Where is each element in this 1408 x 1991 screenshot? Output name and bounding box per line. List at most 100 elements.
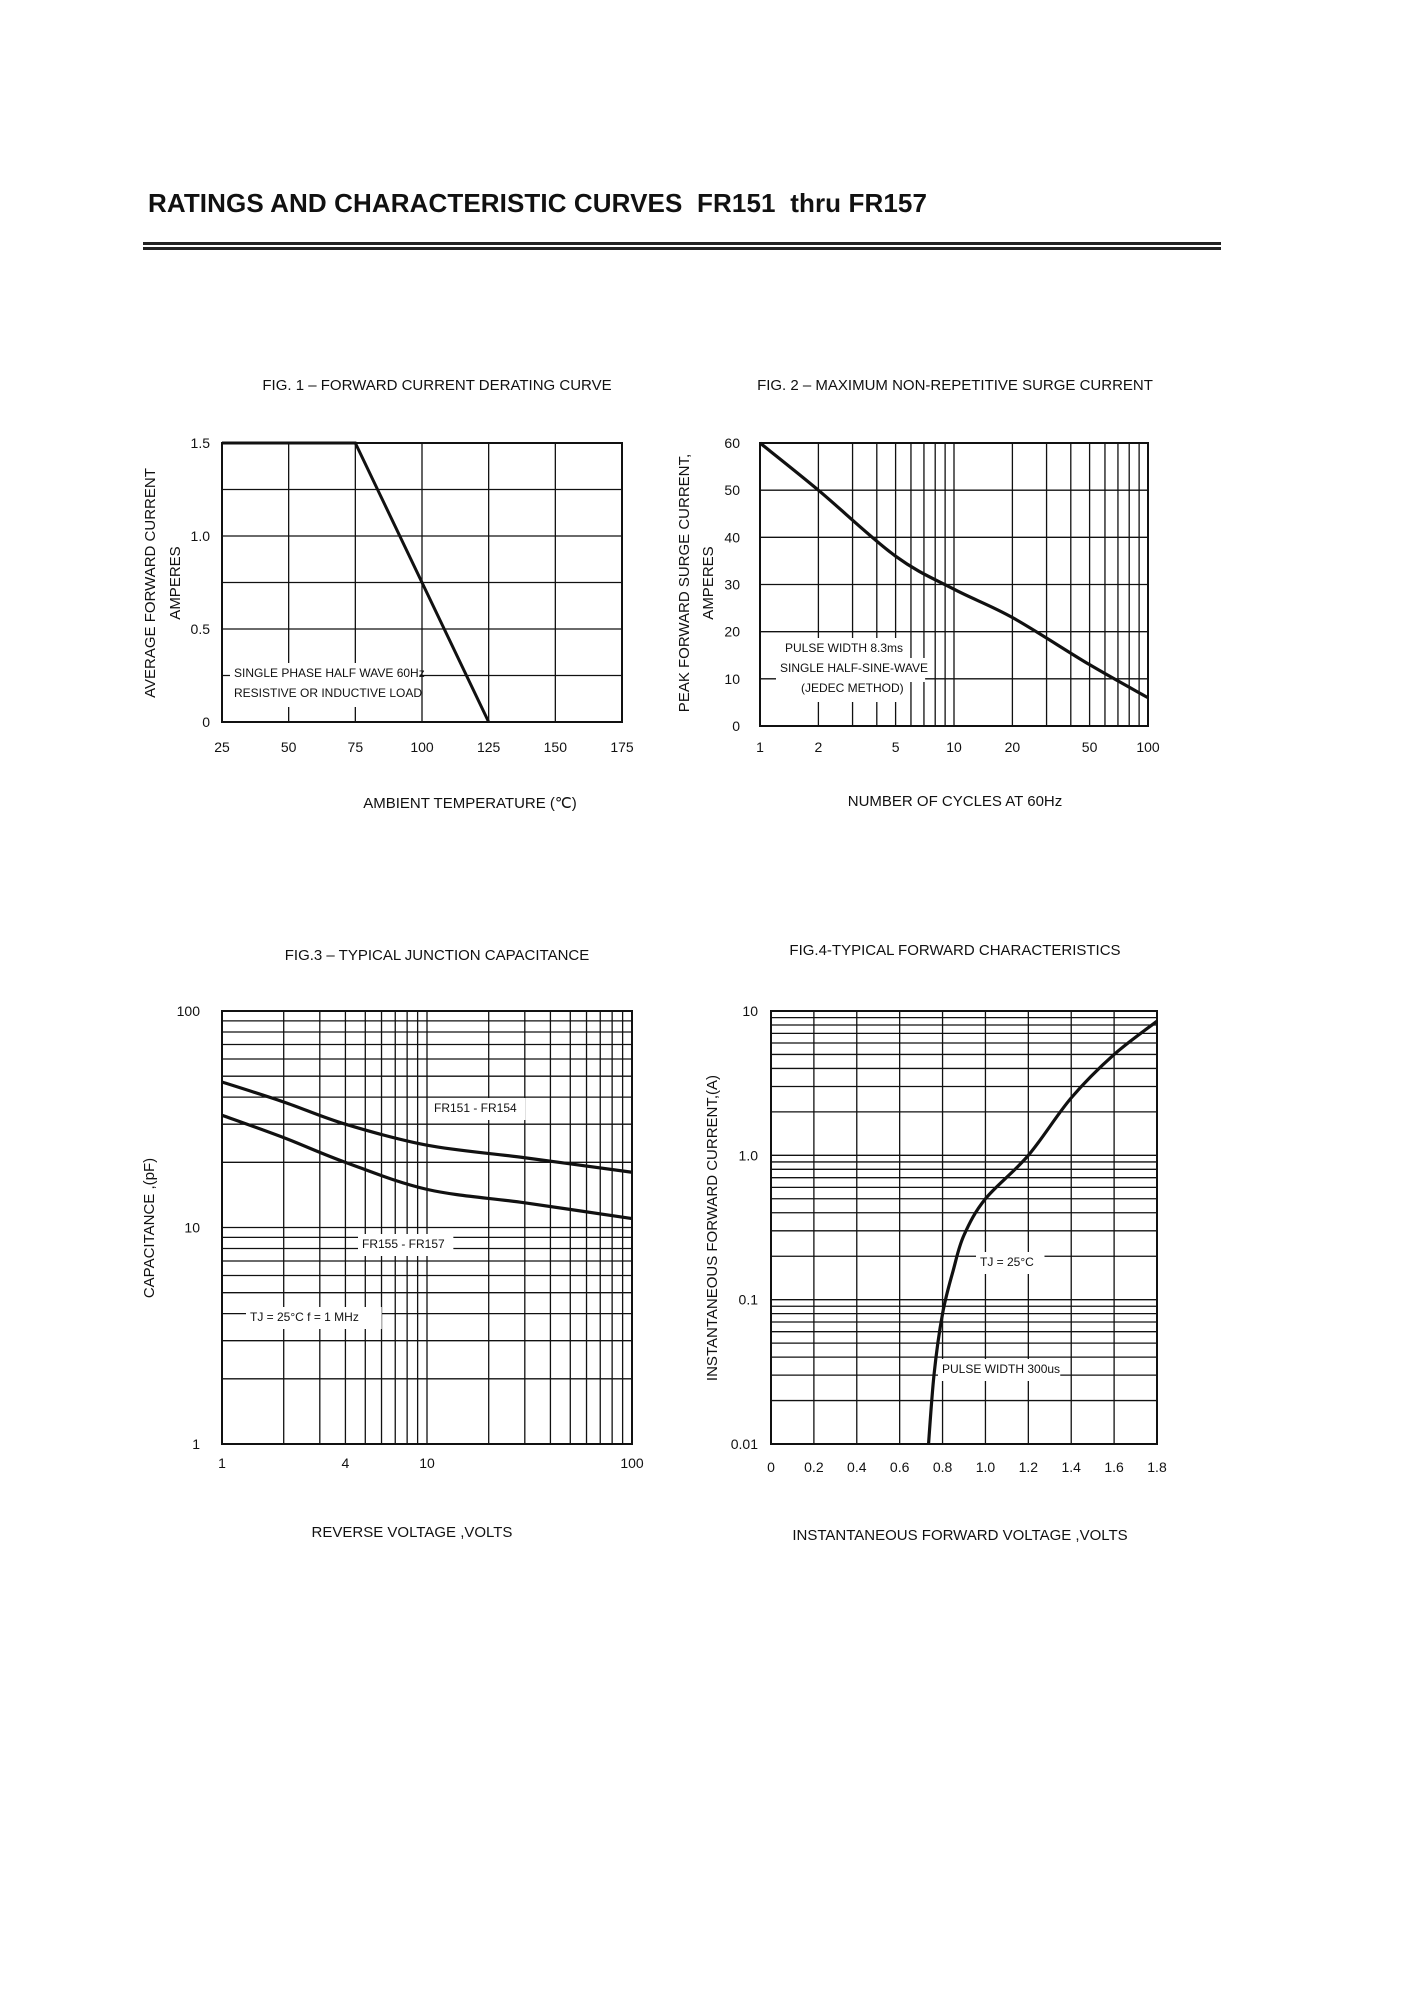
- series-line: [222, 1080, 633, 1174]
- x-tick-label: 0.6: [890, 1459, 910, 1475]
- chart-title: FIG. 1 – FORWARD CURRENT DERATING CURVE: [262, 377, 611, 394]
- grid: [221, 1010, 633, 1445]
- x-tick-label: 10: [946, 739, 962, 755]
- y-tick-label: 20: [724, 624, 740, 640]
- x-tick-label: 75: [348, 739, 364, 755]
- annotation-jedec: (JEDEC METHOD): [797, 678, 904, 702]
- y-tick-label: 100: [177, 1003, 201, 1019]
- chart-title: FIG. 2 – MAXIMUM NON-REPETITIVE SURGE CU…: [757, 377, 1153, 394]
- legend-fr155-fr157-bg: [358, 1234, 454, 1256]
- legend-fr151-fr154-bg: [430, 1098, 526, 1120]
- x-tick-label: 1.2: [1019, 1459, 1039, 1475]
- x-tick-label: 4: [342, 1455, 350, 1471]
- annotation-temp-bg: [976, 1252, 1045, 1274]
- y-tick-label: 10: [724, 671, 740, 687]
- x-tick-label: 25: [214, 739, 230, 755]
- chart-title: FIG.3 – TYPICAL JUNCTION CAPACITANCE: [285, 947, 590, 964]
- y-tick-label: 1.5: [191, 435, 211, 451]
- x-tick-label: 1.0: [976, 1459, 996, 1475]
- annotation-load-line-1: RESISTIVE OR INDUCTIVE LOAD: [234, 686, 422, 700]
- y-tick-label: 1.0: [739, 1147, 759, 1163]
- annotation-conditions: TJ = 25°C f = 1 MHz: [246, 1307, 382, 1329]
- series-line: [222, 1113, 633, 1221]
- y-tick-label: 30: [724, 577, 740, 593]
- series-line: [760, 441, 1149, 700]
- annotation-temp-line-0: TJ = 25°C: [980, 1255, 1034, 1269]
- chart-fig-4: FIG.4-TYPICAL FORWARD CHARACTERISTICS 0 0.…: [704, 942, 1167, 1544]
- chart-fig-2: FIG. 2 – MAXIMUM NON-REPETITIVE SURGE CU…: [676, 377, 1160, 810]
- plot-frame: [759, 442, 1149, 727]
- y-tick-label: 0: [732, 718, 740, 734]
- y-tick-label: 40: [724, 529, 740, 545]
- y-tick-label: 0.01: [731, 1436, 758, 1452]
- x-tick-label: 1: [218, 1455, 226, 1471]
- x-tick-label: 50: [1082, 739, 1098, 755]
- annotation-wave-line-0: SINGLE HALF-SINE-WAVE: [780, 661, 928, 675]
- annotation-conditions-line-0: TJ = 25°C f = 1 MHz: [250, 1310, 359, 1324]
- y-axis-label: AMPERES: [167, 546, 184, 619]
- annotation-jedec-line-0: (JEDEC METHOD): [801, 681, 904, 695]
- x-tick-label: 5: [892, 739, 900, 755]
- annotation-pulse: PULSE WIDTH 300us: [938, 1359, 1061, 1381]
- x-axis-label: REVERSE VOLTAGE ,VOLTS: [312, 1524, 513, 1541]
- annotation-conditions-bg: [246, 1307, 382, 1329]
- legend-fr151-fr154-line-0: FR151 - FR154: [434, 1101, 517, 1115]
- y-axis-label: AVERAGE FORWARD CURRENT: [142, 468, 159, 698]
- x-tick-label: 175: [610, 739, 634, 755]
- y-axis-label: AMPERES: [700, 546, 717, 619]
- y-tick-label: 0.1: [739, 1292, 759, 1308]
- annotation-pulse-line-0: PULSE WIDTH 8.3ms: [785, 641, 903, 655]
- series-line: [222, 441, 491, 723]
- y-tick-label: 0: [202, 714, 210, 730]
- x-tick-label: 0: [767, 1459, 775, 1475]
- plot-frame: [770, 1010, 1158, 1445]
- x-tick-label: 100: [620, 1455, 644, 1471]
- y-tick-label: 60: [724, 435, 740, 451]
- legend-fr155-fr157: FR155 - FR157: [358, 1234, 454, 1256]
- y-axis-label: PEAK FORWARD SURGE CURRENT,: [676, 454, 693, 712]
- x-tick-label: 125: [477, 739, 501, 755]
- y-axis-label: INSTANTANEOUS FORWARD CURRENT,(A): [704, 1075, 721, 1381]
- x-tick-label: 50: [281, 739, 297, 755]
- x-tick-label: 1.6: [1104, 1459, 1124, 1475]
- annotation-load-bg: [230, 663, 420, 707]
- title-rule-bottom: [143, 247, 1221, 250]
- y-tick-label: 50: [724, 482, 740, 498]
- chart-fig-1: FIG. 1 – FORWARD CURRENT DERATING CURVE 2…: [142, 377, 634, 812]
- x-tick-label: 100: [1136, 739, 1160, 755]
- y-tick-label: 1: [192, 1436, 200, 1452]
- page-title: RATINGS AND CHARACTERISTIC CURVES FR151 …: [148, 188, 928, 218]
- annotation-pulse-bg: [938, 1359, 1061, 1381]
- annotation-load-line-0: SINGLE PHASE HALF WAVE 60Hz: [234, 666, 425, 680]
- x-axis-label: AMBIENT TEMPERATURE (℃): [363, 795, 577, 812]
- annotation-jedec-bg: [797, 678, 900, 702]
- x-tick-label: 2: [815, 739, 823, 755]
- title-rule-top: [143, 242, 1221, 245]
- x-tick-label: 1.4: [1061, 1459, 1081, 1475]
- annotation-temp: TJ = 25°C: [976, 1252, 1045, 1274]
- x-tick-label: 20: [1005, 739, 1021, 755]
- legend-fr151-fr154: FR151 - FR154: [430, 1098, 526, 1120]
- annotation-load: SINGLE PHASE HALF WAVE 60Hz RESISTIVE OR …: [230, 663, 425, 707]
- x-tick-label: 0.4: [847, 1459, 867, 1475]
- series-line: [926, 1019, 1158, 1444]
- x-tick-label: 1: [756, 739, 764, 755]
- chart-title: FIG.4-TYPICAL FORWARD CHARACTERISTICS: [789, 942, 1120, 959]
- chart-fig-3: FIG.3 – TYPICAL JUNCTION CAPACITANCE 1 4 10…: [141, 947, 644, 1541]
- y-axis-label: CAPACITANCE ,(pF): [141, 1158, 158, 1298]
- x-tick-label: 1.8: [1147, 1459, 1167, 1475]
- x-tick-label: 100: [410, 739, 434, 755]
- annotation-pulse-line-0: PULSE WIDTH 300us: [942, 1362, 1060, 1376]
- x-tick-label: 150: [544, 739, 568, 755]
- legend-fr155-fr157-line-0: FR155 - FR157: [362, 1237, 445, 1251]
- x-tick-label: 0.8: [933, 1459, 953, 1475]
- x-axis-label: INSTANTANEOUS FORWARD VOLTAGE ,VOLTS: [792, 1527, 1127, 1544]
- x-axis-label: NUMBER OF CYCLES AT 60Hz: [848, 793, 1063, 810]
- y-tick-label: 0.5: [191, 621, 211, 637]
- plot-frame: [221, 1010, 633, 1445]
- y-tick-label: 10: [742, 1003, 758, 1019]
- y-tick-label: 10: [184, 1220, 200, 1236]
- plot-frame: [221, 442, 623, 723]
- x-tick-label: 0.2: [804, 1459, 824, 1475]
